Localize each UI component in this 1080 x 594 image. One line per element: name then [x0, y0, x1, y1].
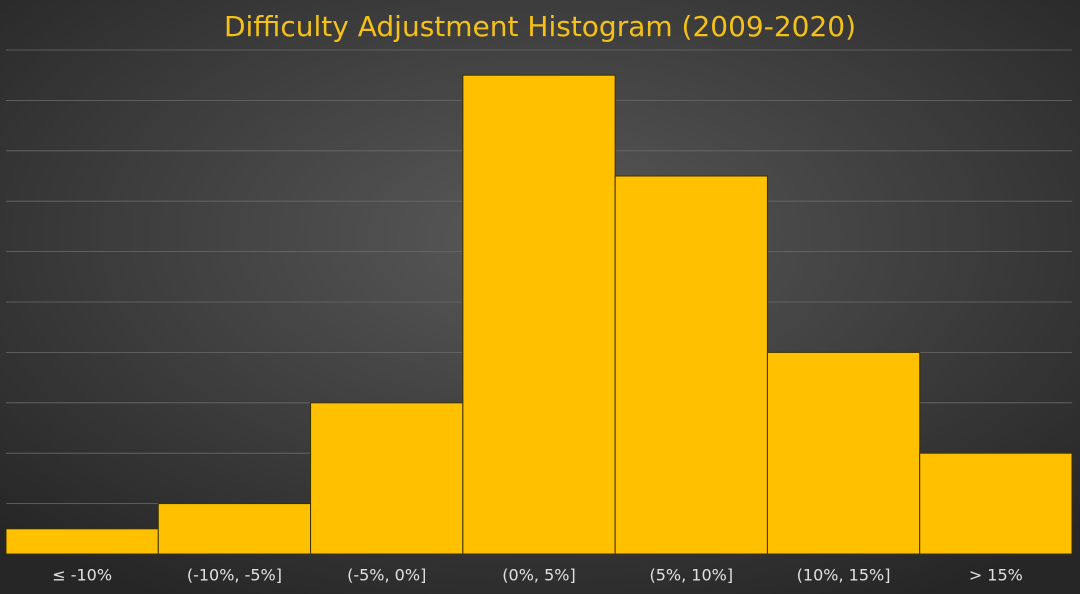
- x-tick-label: (0%, 5%]: [502, 566, 575, 585]
- bar: [310, 402, 464, 555]
- x-tick-label: (5%, 10%]: [649, 566, 733, 585]
- bar: [614, 175, 768, 555]
- x-tick-label: > 15%: [969, 566, 1023, 585]
- chart-title: Difficulty Adjustment Histogram (2009-20…: [224, 10, 856, 43]
- bar: [157, 503, 312, 555]
- bar: [5, 528, 159, 555]
- x-tick-label: (-10%, -5%]: [187, 566, 282, 585]
- bar: [462, 74, 616, 555]
- x-tick-label: (-5%, 0%]: [347, 566, 426, 585]
- bar: [766, 351, 921, 555]
- x-tick-label: ≤ -10%: [52, 566, 112, 585]
- bar: [919, 452, 1073, 555]
- x-tick-label: (10%, 15%]: [797, 566, 891, 585]
